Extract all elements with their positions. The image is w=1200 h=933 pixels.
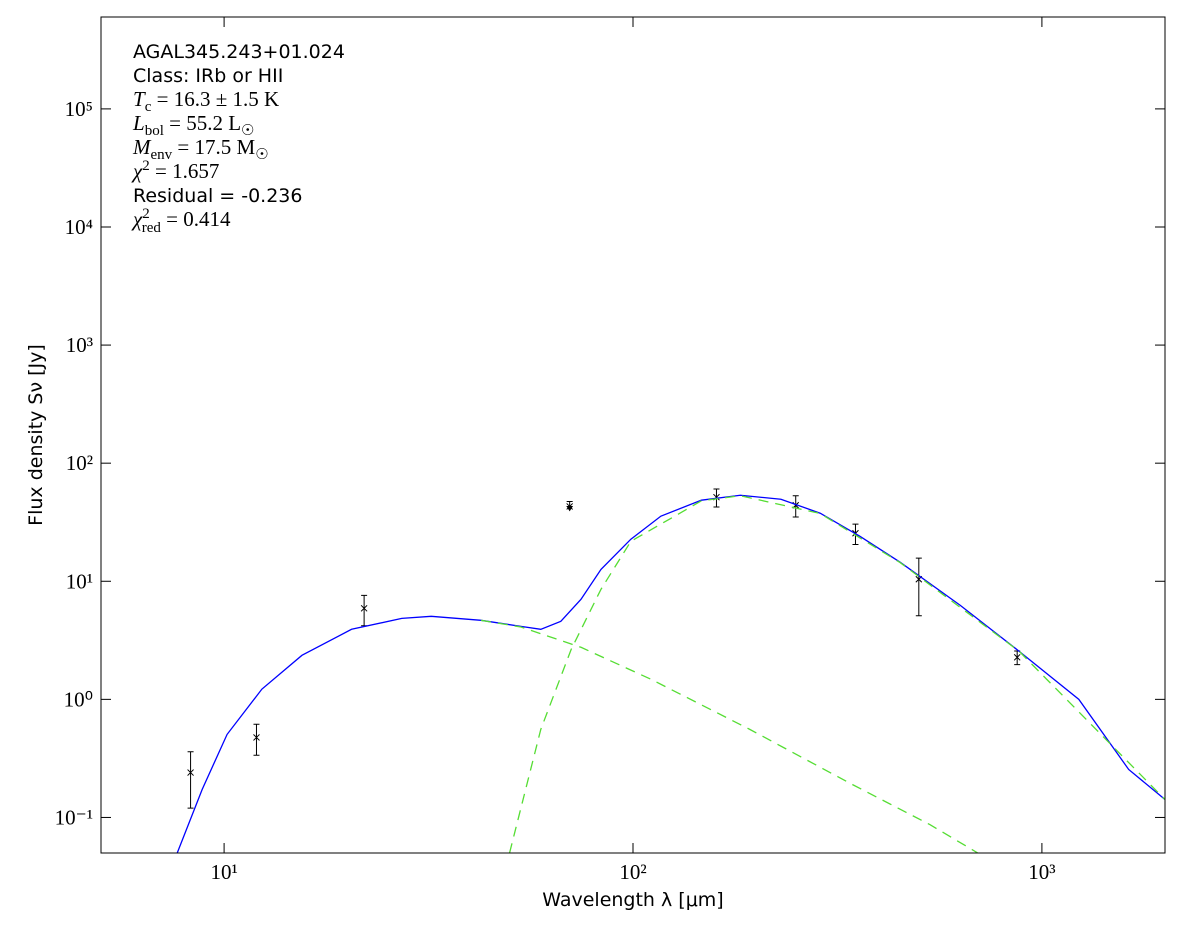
- annotation-part: AGAL345.243+01.024: [133, 41, 345, 63]
- y-axis-label: Flux density Sν [Jy]: [25, 344, 47, 526]
- y-tick-label: 10³: [66, 333, 93, 357]
- y-tick-label: 10⁴: [65, 215, 93, 239]
- fit-curve: [176, 494, 1165, 853]
- annotation: Tc = 16.3 ± 1.5 K: [133, 87, 279, 115]
- annotation-part: L: [132, 111, 145, 135]
- error-bar: [253, 723, 260, 756]
- x-tick-label: 10²: [619, 860, 646, 884]
- annotation-part: Residual = -0.236: [133, 185, 303, 207]
- data-point: [187, 769, 194, 776]
- y-tick-label: 10⁰: [64, 687, 93, 711]
- annotation: χ2 red = 0.414: [131, 206, 231, 236]
- x-tick-label: 10¹: [210, 860, 237, 884]
- annotation-part: = 17.5 M: [172, 135, 255, 159]
- y-tick-label: 10⁵: [65, 97, 93, 121]
- y-tick-label: 10²: [66, 451, 93, 475]
- annotation-part: = 1.657: [150, 159, 220, 183]
- data-point: [360, 604, 368, 612]
- annotation-part: Class: IRb or HII: [133, 65, 283, 87]
- annotation-part: M: [132, 135, 152, 159]
- data-point: [1013, 653, 1021, 661]
- annotation-part: red: [142, 220, 162, 236]
- annotation: Class: IRb or HII: [133, 65, 283, 87]
- plot-area: [176, 488, 1165, 853]
- annotation-part: = 55.2 L: [164, 111, 241, 135]
- data-point: [253, 734, 260, 741]
- annotation-part: χ: [131, 207, 143, 231]
- error-bar: [187, 751, 194, 809]
- annotation-part: bol: [145, 123, 164, 139]
- annotation-part: ☉: [255, 147, 268, 163]
- annotation: AGAL345.243+01.024: [133, 41, 345, 63]
- annotation-part: 2: [142, 158, 150, 174]
- y-tick-label: 10⁻¹: [55, 805, 93, 829]
- annotation-part: χ: [131, 159, 143, 183]
- upper-limit-arrow: [566, 500, 574, 512]
- annotation-part: T: [133, 87, 146, 111]
- annotation-part: ☉: [241, 123, 254, 139]
- fit-curve: [480, 619, 979, 853]
- annotation-part: c: [145, 99, 152, 115]
- fit-curve: [508, 495, 1165, 853]
- error-bar: [915, 557, 922, 617]
- annotation: Menv = 17.5 M☉: [132, 135, 269, 163]
- annotation: Lbol = 55.2 L☉: [132, 111, 254, 139]
- plot-frame: [100, 16, 1166, 854]
- x-axis-label: Wavelength λ [μm]: [542, 889, 723, 911]
- annotation: χ2 = 1.657: [131, 158, 219, 183]
- annotation-part: = 0.414: [161, 207, 231, 231]
- x-tick-label: 10³: [1028, 860, 1055, 884]
- annotation-part: 2: [142, 206, 150, 222]
- annotation: Residual = -0.236: [133, 185, 303, 207]
- annotation-part: env: [151, 147, 173, 163]
- error-bar: [792, 495, 799, 518]
- y-tick-label: 10¹: [66, 569, 93, 593]
- annotation-part: = 16.3 ± 1.5 K: [151, 87, 279, 111]
